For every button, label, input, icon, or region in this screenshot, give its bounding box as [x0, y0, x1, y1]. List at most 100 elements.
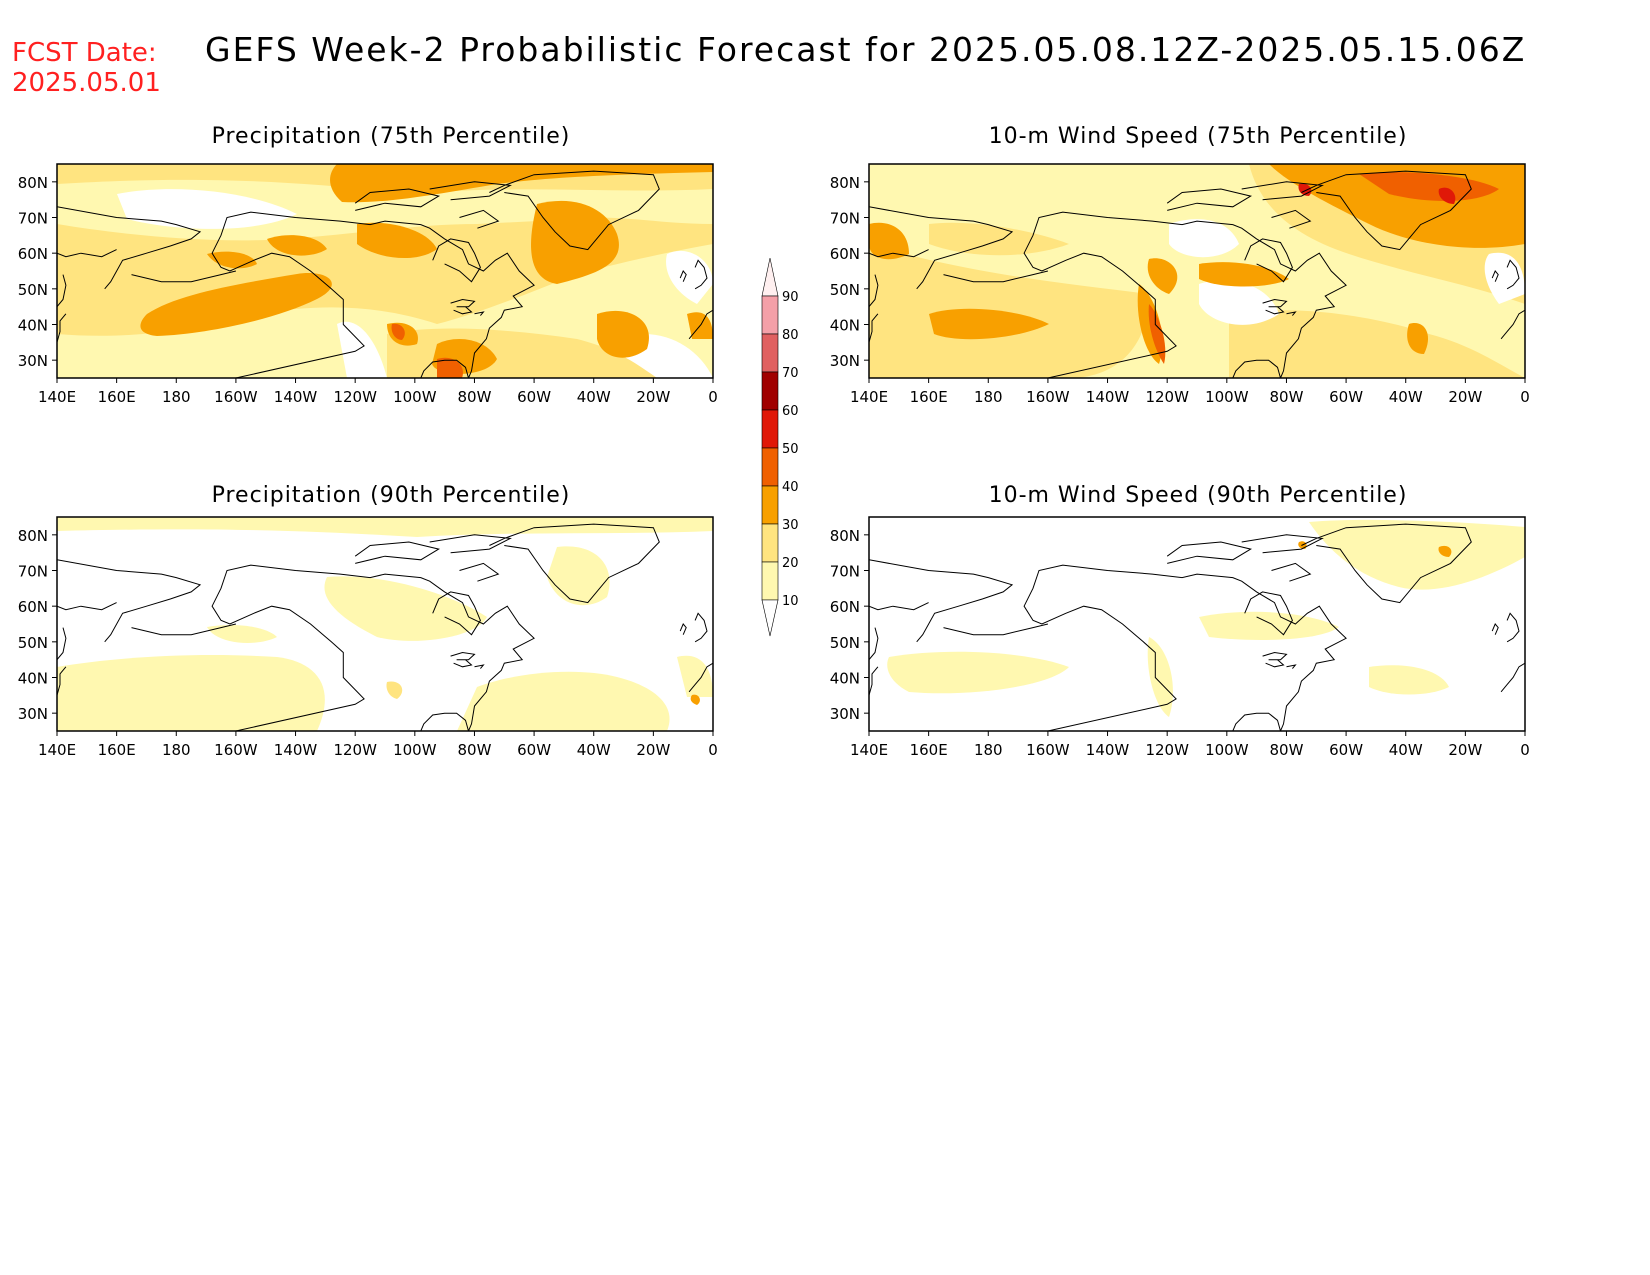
lat-tick-label: 70N	[18, 563, 48, 581]
coastline	[694, 612, 708, 643]
coastline	[1244, 591, 1293, 636]
lon-tick-label: 160E	[910, 388, 948, 406]
coastline	[1286, 664, 1297, 669]
forecast-date-value: 2025.05.01	[12, 68, 161, 98]
coastline-layer	[869, 170, 1525, 378]
lon-tick-label: 160E	[98, 741, 136, 759]
coastline	[1500, 662, 1525, 693]
lon-tick-label: 20W	[1448, 388, 1482, 406]
coastline	[450, 298, 476, 308]
lon-tick-label: 40W	[577, 741, 611, 759]
coastline	[869, 313, 879, 343]
colorbar: 90 80 70 60 50 40 30 20 10	[761, 257, 799, 637]
lon-tick-label: 140E	[38, 388, 76, 406]
lon-tick-label: 60W	[517, 388, 551, 406]
coastline	[489, 170, 660, 251]
lat-tick-label: 40N	[830, 670, 860, 688]
lat-tick-label: 80N	[830, 527, 860, 545]
lon-tick-label: 100W	[1205, 388, 1249, 406]
lat-tick-label: 70N	[830, 210, 860, 228]
coastline	[57, 249, 117, 258]
lon-tick-label: 140W	[1086, 741, 1130, 759]
lat-tick-label: 60N	[18, 245, 48, 263]
coastline	[57, 627, 67, 661]
colorbar-segment	[761, 409, 779, 449]
coastline	[1286, 311, 1297, 316]
lon-tick-label: 80W	[457, 388, 491, 406]
coastline	[1491, 270, 1499, 282]
colorbar-segment	[761, 447, 779, 487]
lat-tick-label: 40N	[18, 317, 48, 335]
lat-tick-label: 70N	[18, 210, 48, 228]
coastline	[432, 238, 481, 283]
lon-tick-label: 120W	[333, 741, 377, 759]
colorbar-segment	[761, 561, 779, 601]
coastline	[1271, 562, 1312, 582]
colorbar-label: 70	[782, 366, 799, 381]
coastline	[869, 627, 879, 661]
map-panel-wind-75	[868, 163, 1526, 379]
coastline	[869, 274, 879, 308]
lon-tick-label: 20W	[636, 388, 670, 406]
lon-tick-label: 160W	[1026, 388, 1070, 406]
lon-tick-label: 40W	[1389, 741, 1423, 759]
colorbar-segment	[761, 333, 779, 373]
coastline	[57, 559, 202, 643]
colorbar-label: 60	[782, 404, 799, 419]
coastline	[1301, 170, 1472, 251]
lon-tick-label: 160W	[214, 741, 258, 759]
colorbar-label: 50	[782, 442, 799, 457]
lon-tick-label: 120W	[1145, 388, 1189, 406]
coastline	[211, 564, 535, 731]
map-panel-wind-90	[868, 516, 1526, 732]
coastline	[1271, 209, 1312, 229]
lon-tick-label: 160W	[214, 388, 258, 406]
coastline	[57, 313, 67, 343]
lat-tick-label: 50N	[830, 281, 860, 299]
coastline	[429, 534, 512, 554]
forecast-date-label: FCST Date:	[12, 38, 157, 68]
lon-tick-label: 160E	[98, 388, 136, 406]
coastline	[1262, 651, 1288, 661]
lat-tick-label: 40N	[18, 670, 48, 688]
panel-title-wind-75: 10-m Wind Speed (75th Percentile)	[988, 124, 1408, 149]
colorbar-segment	[761, 295, 779, 335]
lon-tick-label: 40W	[577, 388, 611, 406]
lat-tick-label: 50N	[18, 634, 48, 652]
colorbar-segment	[761, 523, 779, 563]
lon-tick-label: 160W	[1026, 741, 1070, 759]
lon-tick-label: 0	[708, 741, 718, 759]
colorbar-label: 30	[782, 518, 799, 533]
lon-tick-label: 140E	[850, 741, 888, 759]
coastline	[1500, 309, 1525, 340]
lon-tick-label: 140W	[274, 388, 318, 406]
colorbar-label: 40	[782, 480, 799, 495]
coastline-layer	[57, 170, 713, 378]
lon-tick-label: 180	[974, 741, 1003, 759]
coastline	[450, 651, 476, 661]
coastline	[420, 359, 469, 378]
page-title: GEFS Week-2 Probabilistic Forecast for 2…	[205, 30, 1527, 69]
coastline	[1265, 659, 1285, 668]
lon-tick-label: 100W	[1205, 741, 1249, 759]
coastline	[1301, 523, 1472, 604]
coastline	[694, 259, 708, 290]
coastline	[474, 311, 485, 316]
coastline	[1166, 188, 1253, 211]
map-panel-precip-90	[56, 516, 714, 732]
coastline	[869, 206, 1014, 290]
coastline	[1262, 298, 1288, 308]
lat-tick-label: 60N	[830, 245, 860, 263]
coastline-layer	[869, 523, 1525, 731]
coastline	[1491, 623, 1499, 635]
coastline	[1023, 564, 1347, 731]
lon-tick-label: 80W	[457, 741, 491, 759]
lat-tick-label: 60N	[830, 598, 860, 616]
lon-tick-label: 0	[1520, 388, 1530, 406]
lat-tick-label: 30N	[830, 705, 860, 723]
coastline	[459, 562, 500, 582]
lon-tick-label: 60W	[1329, 388, 1363, 406]
lon-tick-label: 0	[1520, 741, 1530, 759]
coastline	[489, 523, 660, 604]
